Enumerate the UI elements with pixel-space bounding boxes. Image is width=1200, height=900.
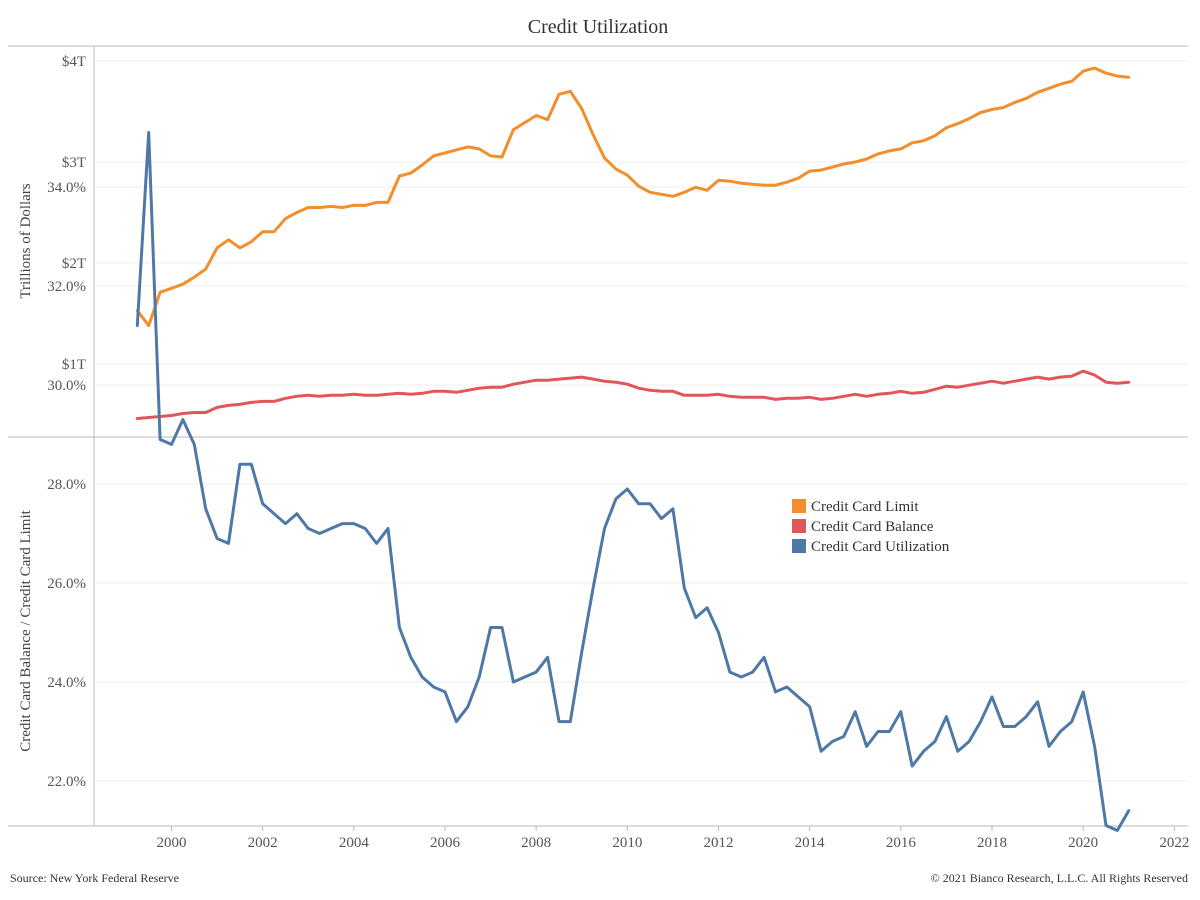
x-tick-label: 2016 xyxy=(886,835,917,851)
bottom-y-tick-label: 22.0% xyxy=(47,774,86,790)
top-y-tick-label: $3T xyxy=(62,155,86,171)
x-tick-label: 2002 xyxy=(248,835,278,851)
legend-label-balance: Credit Card Balance xyxy=(811,519,934,535)
x-tick-label: 2008 xyxy=(521,835,551,851)
chart-frame xyxy=(8,45,1188,827)
x-tick-label: 2010 xyxy=(612,835,642,851)
series-line-credit-card-balance xyxy=(135,369,1131,420)
legend-label-limit: Credit Card Limit xyxy=(811,499,919,515)
legend-swatch-utilization xyxy=(792,539,806,553)
series-lines xyxy=(135,66,1131,832)
top-y-tick-label: $2T xyxy=(62,256,86,272)
chart-title: Credit Utilization xyxy=(528,16,669,38)
x-tick-label: 2004 xyxy=(339,835,370,851)
series-line-credit-card-limit xyxy=(135,66,1131,328)
x-tick-label: 2006 xyxy=(430,835,461,851)
bottom-y-axis-title: Credit Card Balance / Credit Card Limit xyxy=(18,509,34,751)
legend-swatch-limit xyxy=(792,499,806,513)
tick-labels: $1T $2T $3T $4T 22.0% 24.0% 26.0% 28.0% 30.0% 32.… xyxy=(47,54,1189,851)
bottom-y-tick-label: 26.0% xyxy=(47,576,86,592)
x-tick-label: 2018 xyxy=(977,835,1007,851)
bottom-y-tick-label: 34.0% xyxy=(47,180,86,196)
source-note: Source: New York Federal Reserve xyxy=(10,871,179,885)
bottom-y-tick-label: 30.0% xyxy=(47,378,86,394)
legend-swatch-balance xyxy=(792,519,806,533)
top-y-axis-title: Trillions of Dollars xyxy=(18,183,34,298)
x-tick-label: 2020 xyxy=(1068,835,1098,851)
bottom-y-tick-label: 24.0% xyxy=(47,675,86,691)
legend-label-utilization: Credit Card Utilization xyxy=(811,539,950,555)
legend: Credit Card Limit Credit Card Balance Cr… xyxy=(792,499,950,555)
x-tick-label: 2014 xyxy=(795,835,826,851)
top-y-tick-label: $1T xyxy=(62,357,86,373)
gridlines xyxy=(94,60,1188,782)
bottom-y-tick-label: 28.0% xyxy=(47,477,86,493)
x-tick-label: 2000 xyxy=(156,835,186,851)
copyright-note: © 2021 Bianco Research, L.L.C. All Right… xyxy=(931,871,1188,885)
bottom-y-tick-label: 32.0% xyxy=(47,279,86,295)
x-tick-label: 2012 xyxy=(703,835,733,851)
x-tick-label: 2022 xyxy=(1159,835,1189,851)
series-line-credit-card-utilization xyxy=(135,131,1131,832)
top-y-tick-label: $4T xyxy=(62,54,86,70)
